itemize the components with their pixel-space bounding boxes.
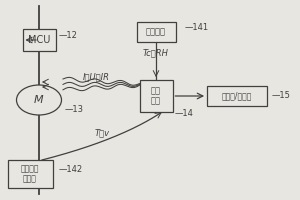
Text: —142: —142 bbox=[58, 164, 82, 173]
Text: 显示器/存储器: 显示器/存储器 bbox=[222, 92, 252, 100]
Text: 检测
装置: 检测 装置 bbox=[151, 86, 161, 106]
Text: M: M bbox=[34, 95, 44, 105]
Text: —141: —141 bbox=[184, 22, 208, 31]
FancyBboxPatch shape bbox=[140, 80, 172, 112]
Circle shape bbox=[16, 85, 62, 115]
Text: 转速转矩
传感器: 转速转矩 传感器 bbox=[21, 164, 39, 184]
FancyBboxPatch shape bbox=[136, 22, 176, 42]
Text: —12: —12 bbox=[58, 30, 77, 40]
Text: 温湿度计: 温湿度计 bbox=[146, 27, 166, 36]
Text: MCU: MCU bbox=[28, 35, 50, 45]
FancyBboxPatch shape bbox=[22, 29, 56, 51]
FancyBboxPatch shape bbox=[8, 160, 52, 188]
Text: —14: —14 bbox=[175, 109, 194, 118]
Text: Tc、RH: Tc、RH bbox=[143, 48, 169, 58]
Text: —13: —13 bbox=[64, 104, 83, 114]
Text: I、U、IR: I、U、IR bbox=[82, 72, 109, 82]
FancyBboxPatch shape bbox=[207, 86, 267, 106]
Text: —15: —15 bbox=[272, 90, 290, 99]
Text: T、v: T、v bbox=[94, 129, 110, 138]
